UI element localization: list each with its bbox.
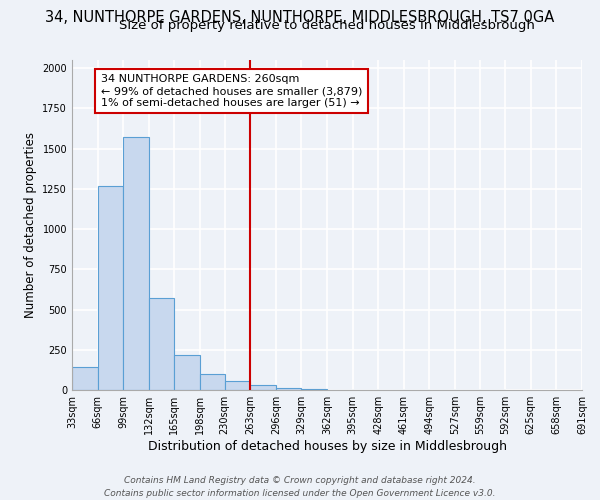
Bar bbox=[276, 388, 301, 390]
Bar bbox=[250, 385, 276, 390]
Bar bbox=[72, 368, 98, 390]
Title: Size of property relative to detached houses in Middlesbrough: Size of property relative to detached ho… bbox=[119, 20, 535, 32]
X-axis label: Distribution of detached houses by size in Middlesbrough: Distribution of detached houses by size … bbox=[148, 440, 506, 453]
Bar bbox=[98, 186, 123, 390]
Bar bbox=[301, 389, 327, 390]
Bar bbox=[224, 381, 250, 390]
Bar bbox=[175, 356, 200, 390]
Bar bbox=[200, 374, 224, 390]
Text: 34, NUNTHORPE GARDENS, NUNTHORPE, MIDDLESBROUGH, TS7 0GA: 34, NUNTHORPE GARDENS, NUNTHORPE, MIDDLE… bbox=[46, 10, 554, 25]
Text: Contains HM Land Registry data © Crown copyright and database right 2024.
Contai: Contains HM Land Registry data © Crown c… bbox=[104, 476, 496, 498]
Y-axis label: Number of detached properties: Number of detached properties bbox=[24, 132, 37, 318]
Bar bbox=[149, 298, 175, 390]
Bar bbox=[123, 138, 149, 390]
Text: 34 NUNTHORPE GARDENS: 260sqm
← 99% of detached houses are smaller (3,879)
1% of : 34 NUNTHORPE GARDENS: 260sqm ← 99% of de… bbox=[101, 74, 362, 108]
